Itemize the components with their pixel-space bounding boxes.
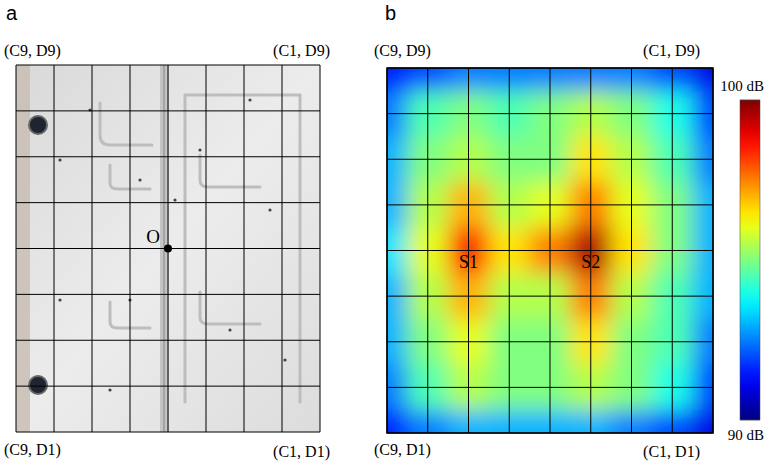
photo-grid-line	[16, 340, 320, 341]
grid-line	[387, 387, 713, 388]
photo-grid-line	[16, 65, 320, 66]
corner-label: (C1, D9)	[273, 42, 330, 60]
heat-cells	[387, 68, 713, 433]
origin-label: O	[146, 226, 160, 247]
photo-dot	[58, 298, 61, 301]
photo-grid-line	[16, 386, 320, 387]
corner-label: (C1, D1)	[273, 443, 330, 461]
grid-line	[387, 296, 713, 297]
photo-grid-line	[16, 294, 320, 295]
corner-label: (C9, D1)	[374, 441, 431, 459]
corner-label: (C9, D9)	[374, 42, 431, 60]
plot-area	[387, 68, 713, 433]
panel-label: a	[6, 2, 18, 24]
photo-dot	[58, 158, 61, 161]
photo-grid-line	[16, 432, 320, 433]
corner-label: (C1, D9)	[643, 42, 700, 60]
grid-line	[387, 250, 713, 251]
photo-hole	[29, 116, 47, 134]
photo-grid-line	[16, 202, 320, 203]
grid-line	[387, 113, 713, 114]
panel-label: b	[385, 2, 396, 24]
photo-grid-line	[16, 156, 320, 157]
colorbar-tick	[740, 420, 760, 421]
photo-hole	[29, 376, 47, 394]
colorbar-label: 100 dB	[720, 78, 764, 94]
colorbar	[740, 100, 760, 420]
photo-dot	[108, 388, 111, 391]
source-label: S2	[581, 252, 600, 272]
photo-dot	[283, 358, 286, 361]
colorbar-label: 90 dB	[728, 427, 764, 443]
photo-emboss	[200, 155, 260, 187]
plot-frame	[387, 68, 713, 433]
photo-dot	[268, 208, 271, 211]
heat-cell	[387, 410, 408, 433]
origin-point	[164, 245, 172, 253]
heat-cell	[387, 68, 408, 91]
photo-grid-line	[16, 110, 320, 111]
photo-dot	[228, 328, 231, 331]
source-label: S1	[459, 252, 478, 272]
grid-line	[387, 204, 713, 205]
grid-line	[387, 341, 713, 342]
photo-ground	[16, 65, 320, 432]
corner-label: (C9, D1)	[4, 441, 61, 459]
grid-line	[387, 159, 713, 160]
heat-cell	[693, 68, 713, 91]
corner-label: (C1, D1)	[643, 443, 700, 461]
heat-cell	[693, 410, 713, 433]
figure: a O (C9, D9) (C1, D9) (C9, D1) (C1, D1) b S1 S2 (…	[0, 0, 770, 467]
photo-emboss	[100, 103, 152, 145]
colorbar-tick	[740, 100, 760, 101]
photo-emboss	[200, 292, 260, 324]
photo-dot	[173, 198, 176, 201]
photo-dot	[138, 178, 141, 181]
panel-photo	[16, 65, 320, 432]
corner-label: (C9, D9)	[4, 42, 61, 60]
photo-dot	[248, 98, 251, 101]
photo-dot	[198, 148, 201, 151]
